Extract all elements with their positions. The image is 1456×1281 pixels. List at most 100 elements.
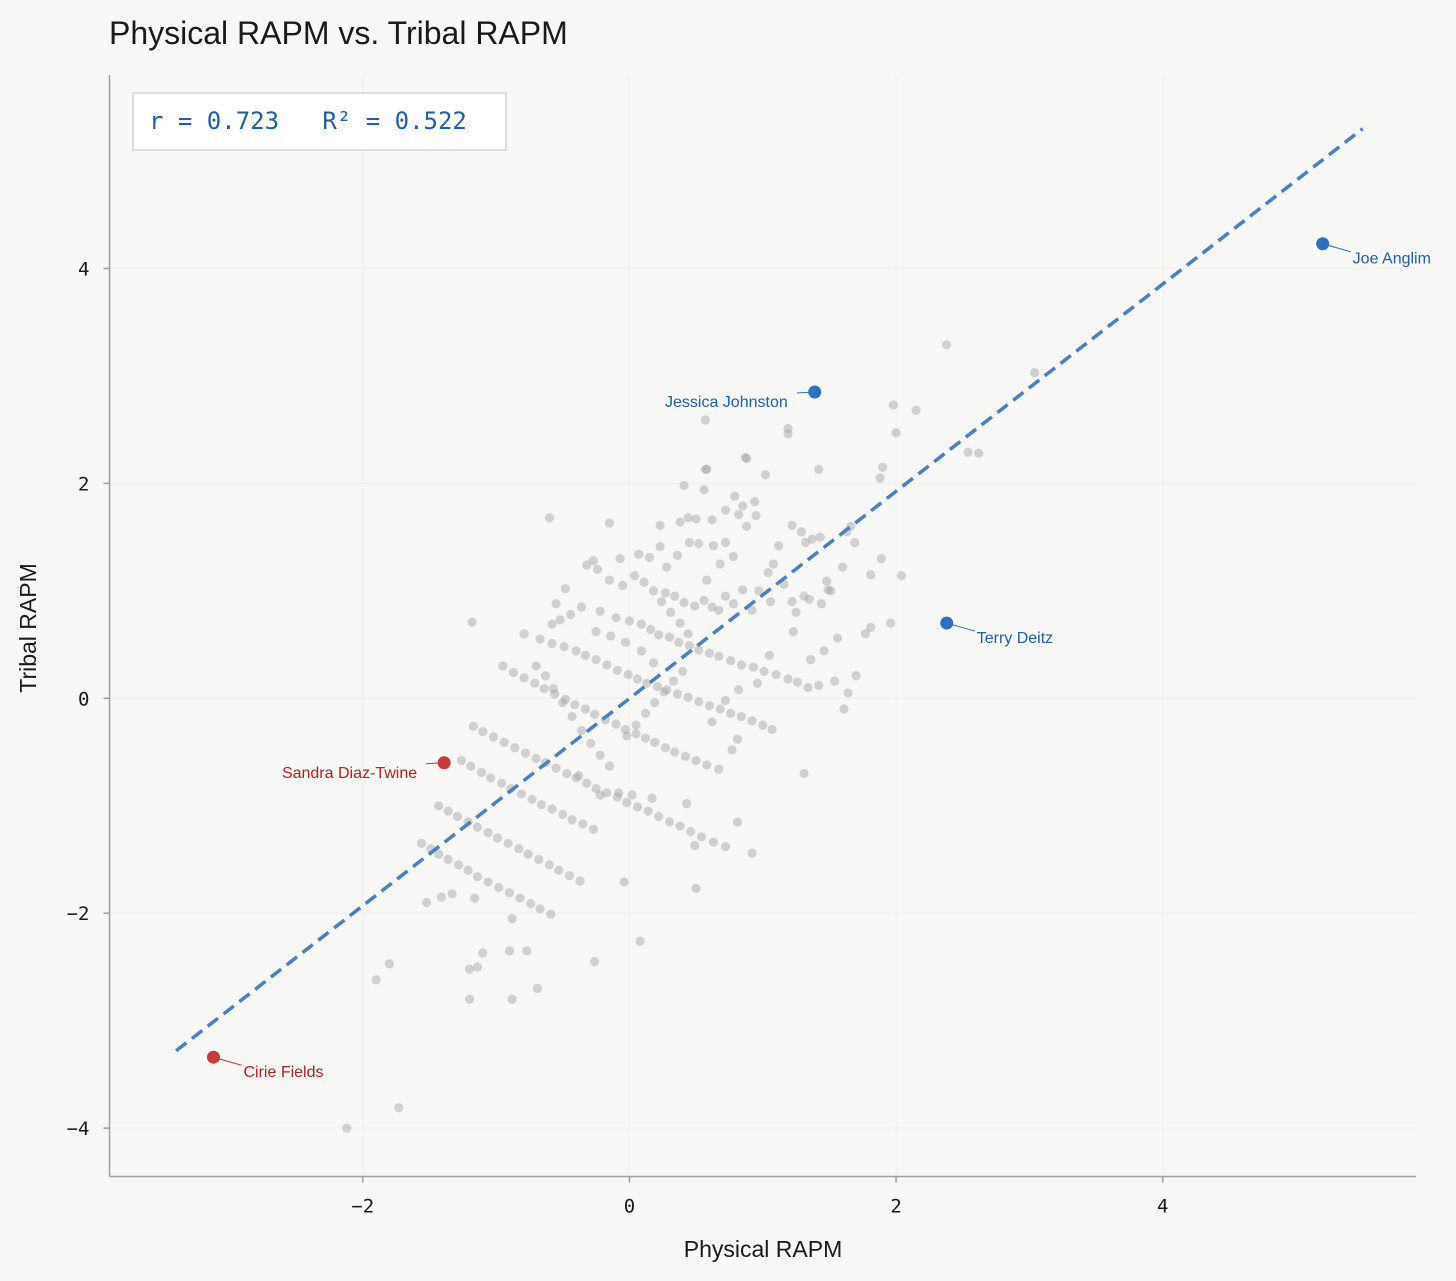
data-point (639, 577, 649, 587)
data-point (699, 595, 709, 606)
data-point (720, 695, 731, 706)
data-point (546, 909, 556, 919)
data-point (530, 678, 540, 688)
data-point (632, 674, 643, 684)
data-point (507, 994, 517, 1004)
highlight-point (437, 756, 451, 770)
data-point (520, 748, 531, 758)
data-point (595, 606, 605, 616)
data-point (832, 633, 843, 643)
data-point (620, 637, 631, 648)
data-point (822, 576, 832, 586)
data-point (803, 682, 813, 693)
data-point (443, 854, 453, 865)
data-point (691, 756, 701, 766)
data-point (747, 605, 757, 615)
data-point (342, 1123, 352, 1133)
data-point (682, 799, 692, 809)
data-point (708, 837, 719, 847)
data-point (766, 596, 776, 607)
data-point (483, 877, 493, 887)
data-point (519, 629, 529, 639)
data-point (787, 520, 797, 530)
data-point (624, 616, 635, 626)
data-point (539, 684, 549, 694)
data-point (636, 619, 647, 629)
highlight-point (940, 616, 954, 630)
data-point (700, 415, 711, 425)
data-point (478, 727, 488, 737)
data-point (876, 553, 887, 564)
highlight-joe-anglim: Joe Anglim (1316, 237, 1431, 268)
data-point (531, 753, 541, 764)
data-point (683, 629, 693, 639)
data-point (416, 838, 427, 848)
data-point (647, 793, 657, 803)
data-point (614, 788, 624, 798)
data-point (655, 520, 665, 530)
data-point (514, 844, 524, 854)
data-point (783, 423, 793, 434)
data-point (806, 655, 816, 665)
data-point (804, 594, 815, 605)
data-point (548, 684, 559, 694)
chart-title: Physical RAPM vs. Tribal RAPM (109, 15, 568, 51)
highlight-label: Jessica Johnston (665, 394, 788, 411)
data-point (591, 783, 601, 794)
data-point (736, 711, 747, 722)
highlight-sandra-diaz-twine: Sandra Diaz-Twine (282, 756, 451, 782)
data-point (691, 514, 701, 524)
data-point (590, 709, 600, 720)
x-tick-label: 2 (890, 1196, 901, 1218)
data-point (566, 609, 576, 620)
data-point (783, 674, 793, 684)
data-point (496, 778, 507, 788)
data-point (510, 743, 520, 753)
data-point (771, 670, 781, 680)
data-point (799, 768, 809, 779)
data-point (792, 677, 803, 687)
data-point (683, 513, 693, 523)
regression-line (175, 127, 1364, 1053)
data-point (620, 724, 631, 735)
data-point (526, 898, 536, 909)
data-point (700, 464, 711, 474)
data-point (911, 405, 921, 415)
data-point (604, 575, 615, 585)
data-point (796, 527, 807, 537)
data-point (720, 537, 731, 548)
data-point (544, 860, 555, 870)
data-point (823, 585, 833, 595)
data-point (642, 678, 652, 688)
data-point (555, 615, 565, 625)
x-tick-label: 4 (1157, 1196, 1168, 1218)
data-point (488, 732, 499, 742)
data-point (942, 340, 952, 350)
data-point (672, 550, 683, 560)
data-point (494, 882, 504, 893)
data-point (467, 617, 477, 627)
data-point (674, 637, 684, 648)
data-point (783, 429, 793, 439)
data-point (707, 717, 717, 727)
data-point (640, 708, 651, 718)
highlight-label: Joe Anglim (1353, 251, 1431, 268)
data-point (544, 513, 555, 523)
stats-box: r = 0.723 R² = 0.522 (132, 92, 507, 151)
data-point (602, 660, 612, 670)
data-point (618, 580, 628, 591)
data-point (708, 541, 719, 551)
data-point (531, 661, 541, 671)
data-point (707, 515, 717, 525)
data-point (664, 632, 675, 642)
grid-lines (109, 75, 1416, 1177)
data-point (684, 537, 695, 548)
data-point (580, 704, 591, 714)
y-tick-label: −4 (67, 1118, 90, 1140)
data-point (732, 734, 743, 744)
data-point (644, 552, 655, 563)
data-point (454, 860, 464, 870)
data-point (631, 720, 641, 730)
data-point (619, 877, 629, 887)
data-point (452, 811, 463, 822)
